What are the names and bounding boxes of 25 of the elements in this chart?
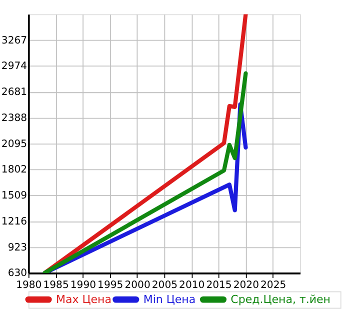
legend-label: Min Цена <box>143 293 196 306</box>
legend-label: Сред.Цена, т.йен <box>230 293 330 306</box>
y-tick-label: 2388 <box>1 112 28 124</box>
y-tick-label: 1802 <box>1 164 28 176</box>
y-tick-label: 630 <box>8 268 28 280</box>
x-tick-label: 2000 <box>124 280 150 292</box>
x-tick-label: 2015 <box>206 280 232 292</box>
x-tick-label: 1990 <box>70 280 96 292</box>
y-tick-label: 2681 <box>1 87 28 98</box>
x-tick-label: 2025 <box>260 280 286 292</box>
y-tick-label: 3267 <box>1 35 28 46</box>
line-series <box>42 14 248 273</box>
legend-label: Max Цена <box>56 293 112 306</box>
line-series <box>42 71 248 273</box>
x-tick-label: 1980 <box>16 280 42 292</box>
x-tick-label: 1985 <box>43 280 69 292</box>
y-tick-label: 1509 <box>1 190 28 202</box>
y-tick-label: 2095 <box>1 138 28 150</box>
y-tick-label: 2974 <box>1 61 28 72</box>
x-tick-label: 2005 <box>152 280 178 292</box>
y-tick-label: 923 <box>8 242 28 254</box>
x-tick-label: 2010 <box>179 280 205 292</box>
y-tick-label: 1216 <box>1 216 28 228</box>
x-tick-label: 1995 <box>98 280 124 292</box>
x-tick-label: 2020 <box>233 280 260 292</box>
